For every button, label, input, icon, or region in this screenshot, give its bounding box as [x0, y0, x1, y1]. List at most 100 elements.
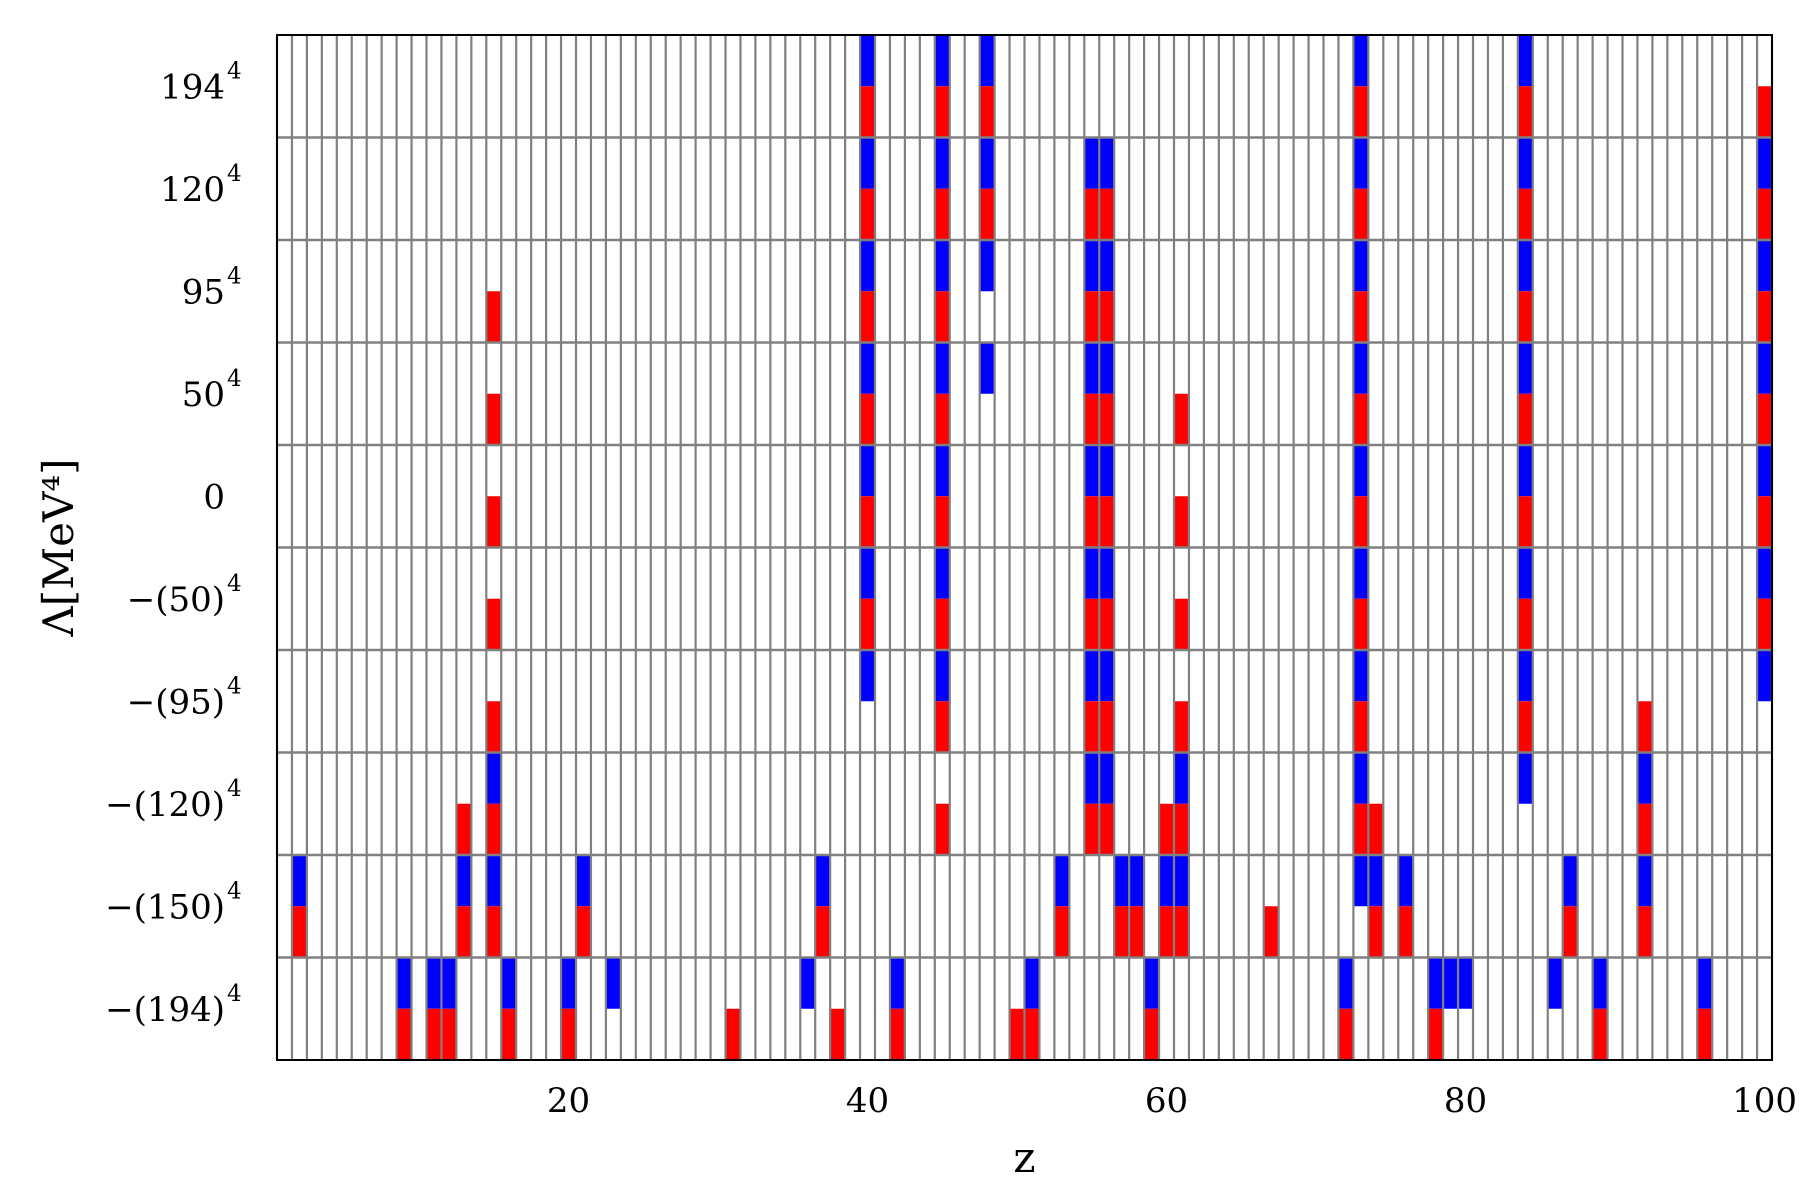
- cell-top: [605, 957, 621, 1009]
- cell-bottom: [1517, 393, 1533, 445]
- cell-bottom: [441, 1008, 457, 1060]
- y-tick-label: −(150): [105, 887, 225, 927]
- cell-bottom: [1114, 906, 1130, 958]
- y-tick-exponent: 4: [227, 161, 242, 187]
- cell-bottom: [1099, 291, 1115, 343]
- cell-bottom: [1517, 291, 1533, 343]
- cell-top: [1084, 752, 1100, 804]
- cell-bottom: [1757, 188, 1772, 240]
- cell-top: [441, 957, 457, 1009]
- cell-bottom: [934, 496, 950, 548]
- cell-bottom: [830, 1008, 846, 1060]
- cell-top: [1024, 957, 1040, 1009]
- cell-bottom: [1517, 598, 1533, 650]
- cell-bottom: [1757, 598, 1772, 650]
- cell-top: [860, 650, 875, 702]
- cell-bottom: [860, 188, 875, 240]
- y-tick-label: −(194): [105, 990, 225, 1030]
- x-tick-label: 40: [846, 1081, 889, 1121]
- cell-top: [1084, 240, 1100, 292]
- x-tick-label: 100: [1732, 1081, 1797, 1121]
- y-tick-label: 0: [203, 477, 225, 517]
- cell-top: [1757, 240, 1772, 292]
- cell-top: [1428, 957, 1444, 1009]
- cell-top: [1353, 137, 1369, 189]
- cell-top: [426, 957, 442, 1009]
- cell-bottom: [396, 1008, 412, 1060]
- cell-top: [979, 35, 995, 87]
- cell-bottom: [1353, 393, 1369, 445]
- cell-bottom: [1159, 803, 1174, 855]
- cell-bottom: [1099, 393, 1115, 445]
- cell-bottom: [1368, 906, 1384, 958]
- cell-top: [815, 855, 831, 907]
- cell-top: [1757, 342, 1772, 394]
- cell-top: [934, 137, 950, 189]
- cell-bottom: [456, 906, 472, 958]
- cell-top: [1084, 342, 1100, 394]
- cell-bottom: [1757, 86, 1772, 138]
- cell-bottom: [1338, 1008, 1354, 1060]
- cell-bottom: [1353, 803, 1369, 855]
- cell-top: [1353, 445, 1369, 497]
- cell-top: [979, 137, 995, 189]
- cell-bottom: [979, 188, 995, 240]
- cell-bottom: [725, 1008, 741, 1060]
- y-tick-exponent: 4: [227, 58, 242, 84]
- cell-bottom: [934, 291, 950, 343]
- cell-top: [1099, 240, 1115, 292]
- cell-bottom: [1084, 188, 1100, 240]
- cell-bottom: [1517, 496, 1533, 548]
- cells-layer: [291, 35, 1772, 1060]
- cell-bottom: [1174, 598, 1189, 650]
- cell-top: [1517, 445, 1533, 497]
- x-tick-label: 80: [1444, 1081, 1487, 1121]
- y-tick-label: 95: [182, 272, 225, 312]
- cell-top: [860, 547, 875, 599]
- cell-bottom: [1353, 701, 1369, 753]
- cell-bottom: [1084, 803, 1100, 855]
- cell-top: [291, 855, 307, 907]
- cell-top: [860, 35, 875, 87]
- x-axis-title: z: [1013, 1133, 1035, 1182]
- cell-bottom: [934, 701, 950, 753]
- cell-top: [1353, 855, 1369, 907]
- cell-top: [1592, 957, 1608, 1009]
- cell-top: [486, 855, 502, 907]
- cell-bottom: [1084, 393, 1100, 445]
- cell-bottom: [1129, 906, 1145, 958]
- cell-top: [860, 137, 875, 189]
- cell-bottom: [889, 1008, 905, 1060]
- cell-top: [1757, 445, 1772, 497]
- cell-top: [889, 957, 905, 1009]
- cell-top: [1144, 957, 1160, 1009]
- y-axis-title: Λ[MeV⁴]: [34, 458, 83, 637]
- cell-top: [934, 650, 950, 702]
- cell-top: [934, 240, 950, 292]
- cell-top: [1159, 855, 1174, 907]
- cell-bottom: [1517, 701, 1533, 753]
- cell-top: [1174, 855, 1189, 907]
- cell-top: [576, 855, 591, 907]
- cell-bottom: [561, 1008, 576, 1060]
- cell-bottom: [456, 803, 472, 855]
- cell-bottom: [426, 1008, 442, 1060]
- cell-top: [1757, 137, 1772, 189]
- cell-bottom: [934, 188, 950, 240]
- y-tick-label: 194: [160, 67, 225, 107]
- cell-bottom: [1024, 1008, 1040, 1060]
- cell-bottom: [934, 598, 950, 650]
- y-tick-exponent: 4: [227, 571, 242, 597]
- cell-bottom: [1099, 598, 1115, 650]
- cell-bottom: [291, 906, 307, 958]
- cell-top: [1353, 240, 1369, 292]
- cell-bottom: [1517, 86, 1533, 138]
- cell-top: [561, 957, 576, 1009]
- cell-top: [1757, 650, 1772, 702]
- cell-top: [1099, 547, 1115, 599]
- cell-bottom: [1353, 86, 1369, 138]
- y-tick-exponent: 4: [227, 366, 242, 392]
- cell-bottom: [1174, 803, 1189, 855]
